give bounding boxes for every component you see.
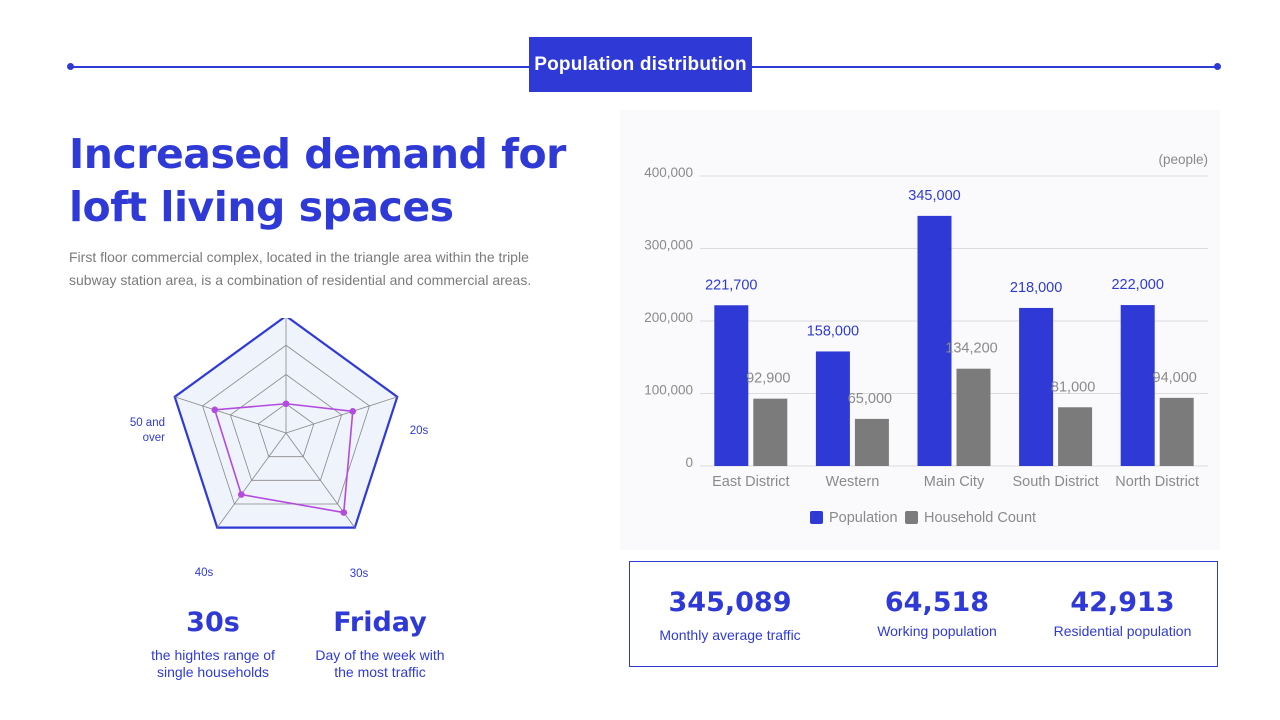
bar-population [1120,305,1155,466]
headline-line-2: loft living spaces [69,183,454,231]
y-tick-label: 0 [685,455,693,470]
radar-grid-ring [173,318,399,529]
bar-household [1058,407,1093,466]
stat-age-range: 30s the hightes range of single househol… [140,607,286,681]
kpi-residential-population-value: 42,913 [1070,587,1175,618]
radar-axis-line [216,432,287,528]
chart-unit-label: (people) [1158,152,1208,167]
x-category-label: South District [1012,474,1098,490]
bar-household-label: 134,200 [945,341,997,357]
radar-axis-line [174,396,287,434]
headline-line-1: Increased demand for [69,130,566,178]
radar-point [211,406,219,414]
bar-population-label: 345,000 [908,188,960,204]
kpi-residential-population-label: Residential population [1053,623,1192,639]
headline: Increased demand for loft living spaces [69,128,589,234]
bar-household [753,398,788,466]
kpi-working-population-value: 64,518 [884,587,990,618]
bar-chart: (people) 0 100,000 200,000 300,000 400,000 221… [644,152,1208,526]
radar-point [349,408,357,415]
stat-day-label-1: Day of the week with [315,647,445,663]
header-rule-dot-left [67,63,74,70]
bar-household [956,368,991,466]
description-text: First floor commercial complex, located … [69,249,532,288]
bar-household-label: 81,000 [1051,379,1095,395]
radar-point [340,509,348,516]
radar-axis-label: 30s [350,568,369,580]
y-tick-label: 300,000 [644,238,693,253]
kpi-monthly-traffic: 345,089 Monthly average traffic [640,587,820,644]
y-tick-label: 400,000 [644,165,693,180]
radar-grid-ring [202,344,370,505]
stat-day-label-2: the most traffic [334,664,426,680]
x-category-label: North District [1115,474,1199,490]
legend-swatch [905,511,918,524]
legend-label: Household Count [924,510,1036,526]
bar-household-label: 94,000 [1153,370,1197,386]
bar-population [917,215,952,466]
section-title-badge: Population distribution [529,37,752,92]
y-tick-label: 200,000 [644,310,693,325]
radar-grid-ring [257,403,315,458]
kpi-residential-population: 42,913 Residential population [1030,587,1215,640]
radar-point [237,491,245,498]
x-category-label: Western [826,474,880,490]
stat-busiest-day: Friday Day of the week with the most tra… [304,607,456,681]
bar-population [714,305,749,466]
radar-series-line [213,402,354,514]
stat-day-value: Friday [333,607,427,638]
radar-point [282,400,290,408]
kpi-working-population-label: Working population [877,623,997,639]
kpi-monthly-traffic-label: Monthly average traffic [659,627,801,643]
bar-household-label: 65,000 [848,391,892,407]
legend-swatch [810,511,823,524]
kpi-box: 345,089 Monthly average traffic 64,518 W… [629,561,1218,667]
bar-population [815,351,850,466]
radar-axis-label: 50 and over [130,417,165,444]
stat-age-label-2: single households [156,664,270,680]
radar-axis-label: 40s [195,567,214,579]
bar-household [1159,397,1194,466]
bar-population-label: 222,000 [1111,277,1163,293]
x-category-label: East District [712,474,789,490]
radar-axis-line [285,396,398,434]
bar-population-label: 218,000 [1010,280,1062,296]
y-tick-label: 100,000 [644,383,693,398]
bar-household [854,418,889,466]
bar-population-label: 221,700 [705,277,757,293]
bar-population-label: 158,000 [807,323,859,339]
bar-population [1019,307,1054,466]
bar-household-label: 92,900 [746,371,790,387]
kpi-working-population: 64,518 Working population [847,587,1027,640]
stat-age-value: 30s [186,607,240,638]
stat-age-label-1: the hightes range of [151,647,275,663]
x-category-label: Main City [924,474,985,490]
radar-axis-label: 20s [410,425,429,437]
header-rule-dot-right [1214,63,1221,70]
legend-label: Population [829,510,898,526]
kpi-monthly-traffic-value: 345,089 [668,587,792,618]
